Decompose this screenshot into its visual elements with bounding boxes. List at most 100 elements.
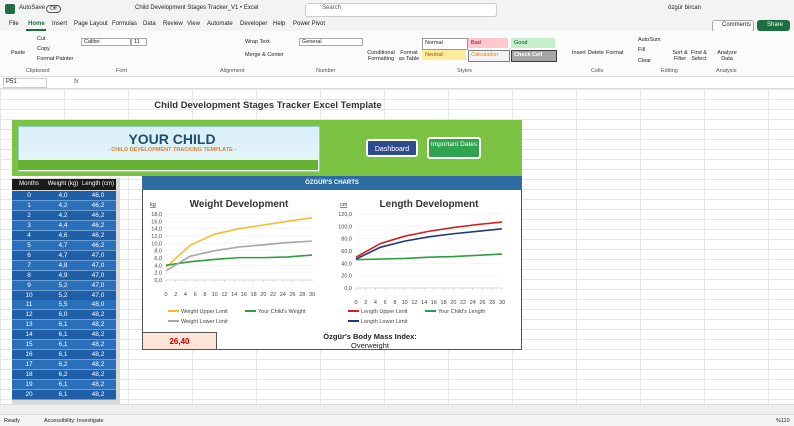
ribbon-button[interactable]: Find & Select bbox=[691, 50, 707, 62]
menu-tab[interactable]: File bbox=[9, 21, 19, 27]
menu-tab[interactable]: Page Layout bbox=[74, 21, 108, 27]
ribbon-button[interactable]: Delete bbox=[588, 50, 604, 56]
table-cell: 6,1 bbox=[46, 350, 80, 361]
style-neutral-box[interactable] bbox=[422, 50, 466, 60]
series-line bbox=[165, 216, 313, 268]
x-tick-label: 24 bbox=[470, 300, 476, 306]
y-tick-label: 40,0 bbox=[341, 261, 352, 267]
table-cell: 19 bbox=[12, 380, 46, 391]
table-cell: 6,1 bbox=[46, 380, 80, 391]
table-cell: 8 bbox=[12, 270, 46, 281]
charts-panel bbox=[142, 176, 522, 350]
name-box[interactable] bbox=[3, 78, 47, 88]
y-tick-label: 120,0 bbox=[338, 212, 352, 218]
menu-tab[interactable]: Formulas bbox=[112, 21, 138, 27]
autosave-label[interactable]: AutoSave bbox=[19, 5, 46, 11]
status-accessibility[interactable]: Accessibility: Investigate bbox=[44, 418, 104, 424]
ribbon-button[interactable]: Good bbox=[514, 40, 528, 46]
menu-tab[interactable]: View bbox=[187, 21, 200, 27]
ribbon-button[interactable]: Check Cell bbox=[514, 52, 543, 58]
table-cell: 48,2 bbox=[80, 340, 116, 351]
menu-tab[interactable]: Data bbox=[143, 21, 156, 27]
table-header: Weight (kg) bbox=[46, 179, 80, 190]
table-cell: 4 bbox=[12, 230, 46, 241]
y-axis-label: cm bbox=[340, 202, 348, 208]
ribbon-group-label: Analysis bbox=[716, 68, 737, 74]
table-header: Months bbox=[12, 179, 46, 190]
x-tick-label: 4 bbox=[374, 300, 377, 306]
ribbon-button[interactable]: Calculation bbox=[471, 52, 499, 58]
bmi-label: Özgür's Body Mass Index: bbox=[323, 332, 417, 341]
y-tick-label: 6,0 bbox=[154, 256, 162, 262]
important-dates-button[interactable]: Important Dates bbox=[427, 137, 481, 159]
table-cell: 48,2 bbox=[80, 390, 116, 400]
y-tick-label: 100,0 bbox=[338, 224, 352, 230]
style-good-box[interactable] bbox=[511, 38, 555, 48]
table-cell: 2 bbox=[12, 210, 46, 221]
dashboard-button[interactable]: Dashboard bbox=[366, 139, 418, 157]
share-button[interactable] bbox=[757, 20, 790, 31]
table-cell: 4,4 bbox=[46, 220, 80, 231]
ribbon-button[interactable]: General bbox=[299, 38, 363, 46]
ribbon-button[interactable]: Cut bbox=[37, 36, 46, 42]
style-check-box[interactable] bbox=[511, 50, 557, 62]
ribbon-button[interactable]: AutoSum bbox=[638, 37, 661, 43]
menu-bar bbox=[0, 18, 794, 31]
banner-title: YOUR CHILD bbox=[128, 131, 216, 147]
user-name[interactable]: özgür bircan bbox=[668, 5, 702, 11]
ribbon-button[interactable]: Analyze Data bbox=[717, 50, 737, 62]
chart-title: Length Development bbox=[380, 199, 480, 210]
ribbon-group-label: Alignment bbox=[220, 68, 245, 74]
ribbon-button[interactable]: Copy bbox=[37, 46, 50, 52]
ribbon-button[interactable]: Merge & Center bbox=[245, 52, 284, 58]
y-tick-label: 18,0 bbox=[151, 212, 162, 218]
ribbon-button[interactable]: Sort & Filter bbox=[672, 50, 688, 62]
table-cell: 48,2 bbox=[80, 320, 116, 331]
legend-label: Weight Lower Limit bbox=[181, 319, 228, 325]
ribbon-button[interactable]: Paste bbox=[11, 50, 26, 56]
search-box[interactable] bbox=[305, 3, 497, 17]
ribbon-button[interactable]: Fill bbox=[638, 47, 646, 53]
ribbon-group-label: Font bbox=[116, 68, 128, 74]
ribbon-button[interactable]: Calibri bbox=[81, 38, 131, 46]
style-normal-box[interactable] bbox=[422, 38, 468, 50]
menu-tab[interactable]: Home bbox=[28, 21, 45, 27]
ribbon-button[interactable]: Insert bbox=[572, 50, 586, 56]
series-line bbox=[355, 221, 503, 258]
table-cell: 46,2 bbox=[80, 230, 116, 241]
style-calculation-box[interactable] bbox=[468, 50, 510, 62]
table-cell: 15 bbox=[12, 340, 46, 351]
status-zoom[interactable]: %110 bbox=[776, 418, 790, 424]
ribbon-button[interactable]: Format as Table bbox=[398, 50, 420, 62]
menu-tab[interactable]: Review bbox=[163, 21, 183, 27]
x-tick-label: 18 bbox=[441, 300, 447, 306]
menu-tab[interactable]: Insert bbox=[52, 21, 68, 27]
table-cell: 6,2 bbox=[46, 370, 80, 381]
style-bad-box[interactable] bbox=[468, 38, 508, 48]
ribbon-button[interactable]: Conditional Formatting bbox=[367, 50, 395, 62]
name-box-value[interactable]: P51 bbox=[6, 79, 17, 85]
ribbon-button[interactable]: Neutral bbox=[425, 52, 443, 58]
ribbon-button[interactable]: Format bbox=[606, 50, 624, 56]
ribbon-button[interactable]: Bad bbox=[471, 40, 481, 46]
table-cell: 47,0 bbox=[80, 270, 116, 281]
legend-label: Length Lower Limit bbox=[361, 319, 408, 325]
ribbon-button[interactable]: Wrap Text bbox=[245, 39, 270, 45]
x-tick-label: 4 bbox=[184, 292, 187, 298]
menu-tab[interactable]: Help bbox=[273, 21, 286, 27]
ribbon-button[interactable]: Clear bbox=[638, 58, 652, 64]
search-placeholder[interactable]: Search bbox=[322, 5, 342, 11]
autosave-toggle[interactable]: Off bbox=[46, 5, 61, 13]
ribbon-button[interactable]: 11 bbox=[131, 38, 147, 46]
banner-grass bbox=[18, 160, 318, 170]
ribbon-button[interactable]: Format Painter bbox=[37, 56, 74, 62]
table-cell: 47,0 bbox=[80, 260, 116, 271]
menu-tab[interactable]: Automate bbox=[207, 21, 233, 27]
ribbon-button[interactable]: Normal bbox=[425, 40, 443, 46]
menu-tab[interactable]: Power Pivot bbox=[293, 21, 326, 27]
menu-tab[interactable]: Developer bbox=[240, 21, 268, 27]
comments-label[interactable]: Comments bbox=[722, 22, 752, 28]
share-label[interactable]: Share bbox=[767, 22, 784, 28]
